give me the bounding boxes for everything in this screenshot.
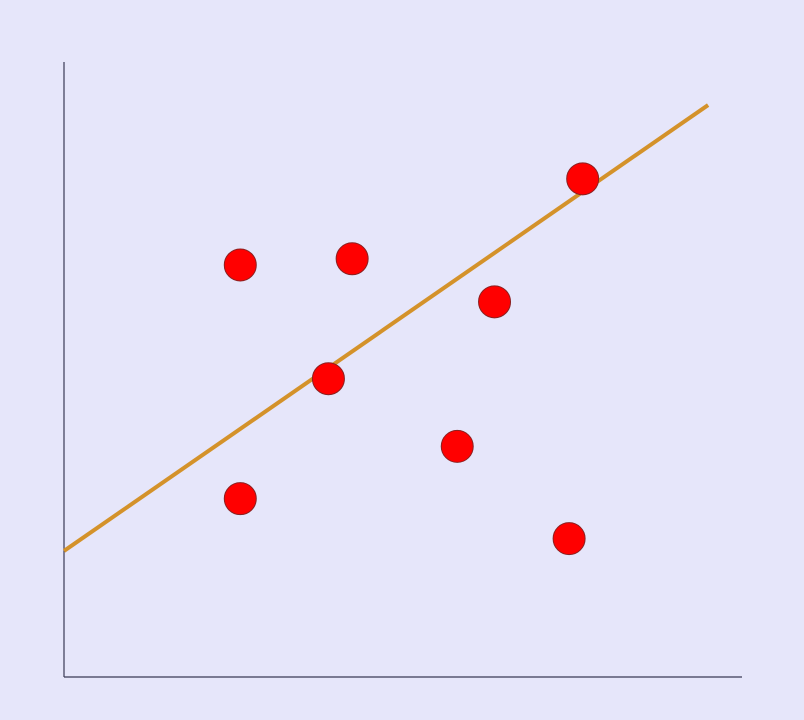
trend-line (62, 103, 710, 553)
data-point (223, 248, 257, 282)
data-point (335, 242, 369, 276)
data-point (440, 429, 474, 463)
data-points (223, 162, 600, 556)
data-point (311, 362, 345, 396)
data-point (223, 482, 257, 516)
data-point (566, 162, 600, 196)
data-point (478, 285, 512, 319)
data-point (552, 522, 586, 556)
